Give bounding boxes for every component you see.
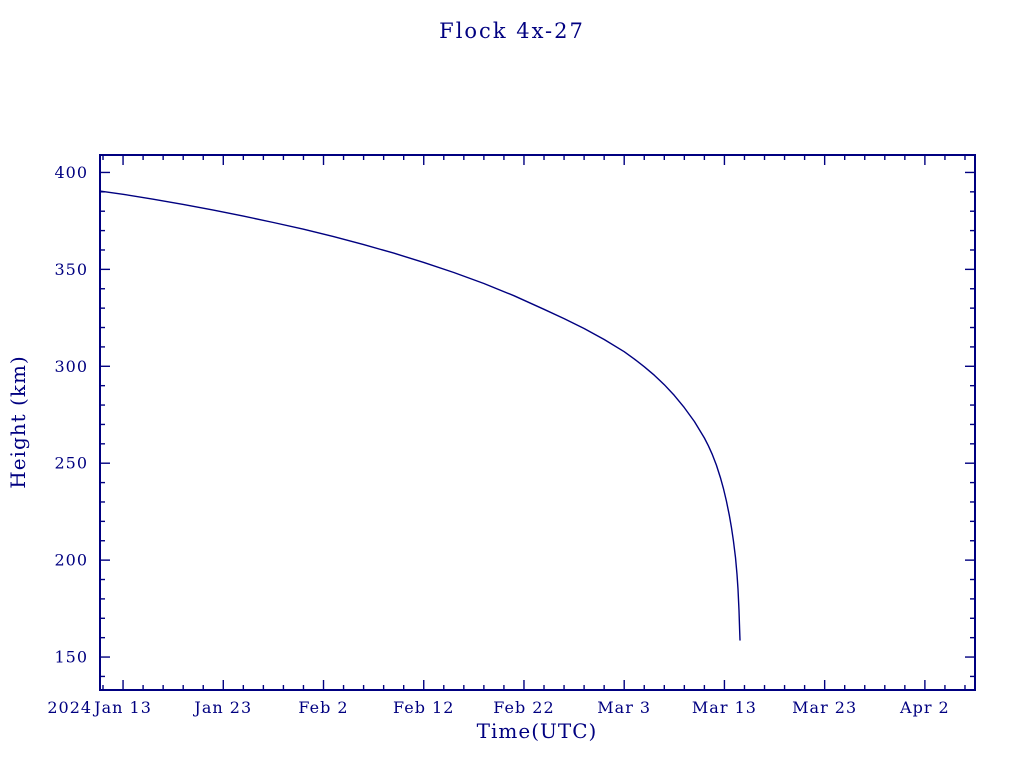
x-tick-label: Feb 22 (493, 698, 554, 717)
plot-frame (99, 154, 976, 691)
y-tick-label: 200 (54, 551, 88, 570)
y-tick-label: 150 (54, 648, 88, 667)
x-tick-label: Mar 3 (597, 698, 651, 717)
x-tick-label: Mar 13 (692, 698, 757, 717)
height-curve (99, 190, 741, 641)
y-tick-label: 400 (54, 163, 88, 182)
x-tick-label: Apr 2 (899, 698, 950, 717)
y-tick-label: 350 (54, 260, 88, 279)
y-tick-label: 250 (54, 454, 88, 473)
x-tick-label: Jan 13 (92, 698, 152, 717)
x-tick-label: Feb 2 (298, 698, 348, 717)
x-tick-label: Mar 23 (792, 698, 857, 717)
year-label: 2024 (47, 698, 92, 717)
y-axis-label: Height (km) (6, 355, 30, 489)
x-axis-label: Time(UTC) (476, 719, 598, 743)
x-tick-label: Feb 12 (393, 698, 454, 717)
x-tick-label: Jan 23 (192, 698, 252, 717)
chart-title: Flock 4x-27 (439, 19, 585, 43)
y-tick-label: 300 (54, 357, 88, 376)
